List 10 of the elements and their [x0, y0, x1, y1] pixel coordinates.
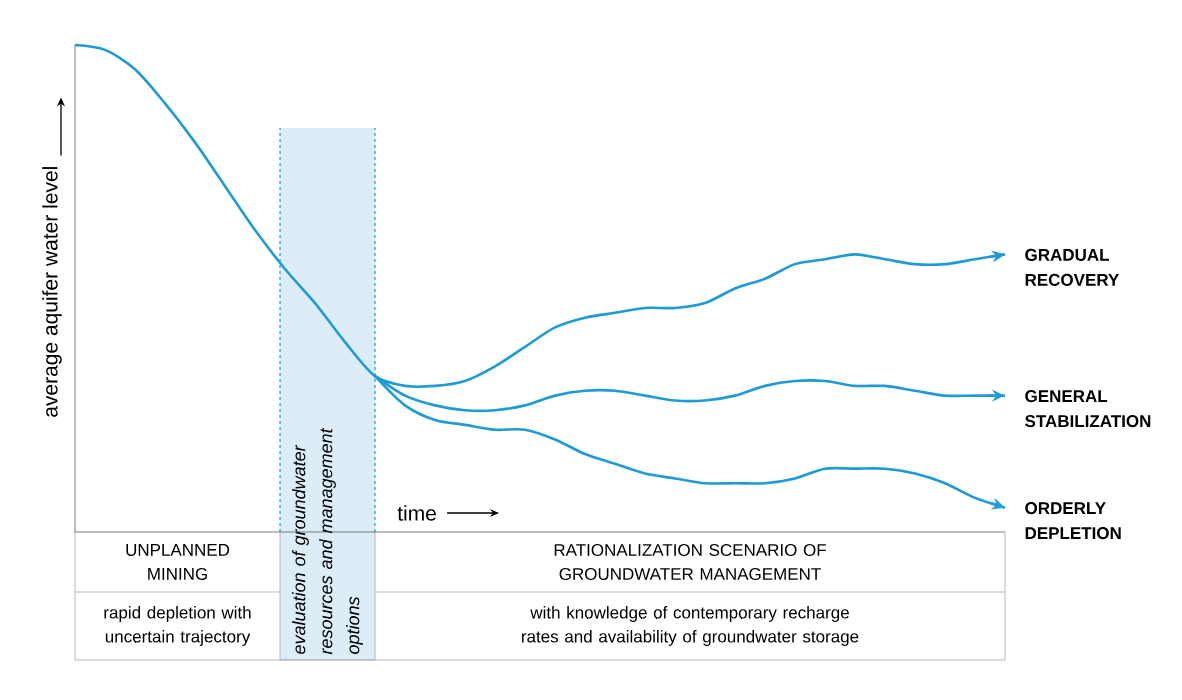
x-axis-title: time	[397, 505, 436, 521]
y-axis-title: average aquifer water level	[42, 167, 62, 417]
text: rapid depletion with uncertain trajectory	[104, 606, 251, 646]
legend-label: GRADUAL RECOVERY	[1025, 248, 1120, 286]
legend-label: GENERAL STABILIZATION	[1025, 390, 1151, 428]
text: with knowledge of contemporary recharge rates and availability of groundwater storage	[521, 606, 859, 646]
legend-label: ORDERLY DEPLETION	[1025, 502, 1121, 540]
text: UNPLANNED MINING	[126, 544, 230, 580]
annotation: evaluation of groundwater resources and management options	[292, 427, 363, 655]
text: RATIONALIZATION SCENARIO OF GROUNDWATER MANAGEMENT	[554, 543, 826, 581]
